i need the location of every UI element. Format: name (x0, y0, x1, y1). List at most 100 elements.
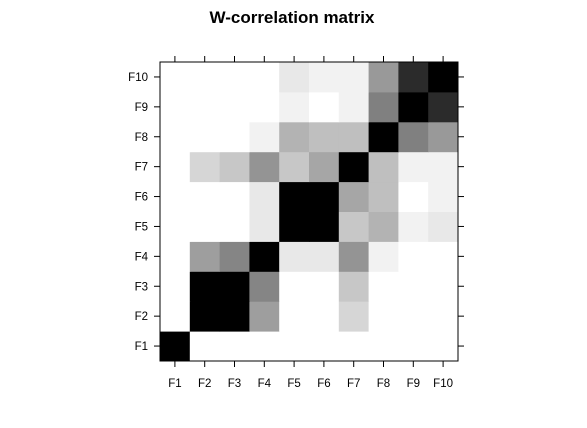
heatmap-cell-F6-F4 (249, 181, 280, 212)
heatmap-cell-F4-F2 (189, 241, 221, 272)
heatmap-cell-F6-F9 (398, 181, 429, 212)
heatmap-cell-F5-F4 (249, 211, 280, 242)
heatmap-cell-F8-F2 (189, 121, 221, 153)
heatmap-cell-F1-F10 (428, 331, 459, 362)
heatmap-cell-F6-F5 (279, 181, 310, 212)
heatmap-cell-F7-F7 (338, 151, 370, 183)
heatmap-cell-F8-F1 (160, 121, 191, 153)
y-tick-labels: F1 F2 F3 F4 F5 F6 F7 F8 F9 F10 (128, 72, 148, 353)
heatmap-cell-F8-F3 (219, 121, 250, 153)
heatmap-cell-F2-F8 (368, 301, 399, 332)
heatmap-cell-F7-F5 (279, 151, 310, 183)
y-tick-label: F6 (135, 192, 148, 204)
heatmap-cell-F10-F2 (189, 62, 221, 93)
heatmap-cell-F1-F2 (189, 331, 221, 362)
heatmap-cell-F3-F2 (189, 271, 221, 302)
heatmap-cell-F6-F1 (160, 181, 191, 212)
x-tick-label: F2 (198, 378, 211, 390)
y-tick-label: F9 (135, 102, 148, 114)
heatmap-cell-F9-F7 (338, 91, 370, 123)
axis-ticks (154, 56, 464, 367)
heatmap-cell-F3-F4 (249, 271, 280, 302)
heatmap-cell-F5-F7 (338, 211, 370, 242)
heatmap-cell-F10-F4 (249, 62, 280, 93)
heatmap-cell-F7-F9 (398, 151, 429, 183)
x-tick-label: F4 (258, 378, 272, 390)
heatmap-cell-F9-F10 (428, 91, 459, 123)
heatmap-cell-F8-F10 (428, 121, 459, 153)
chart-title: W-correlation matrix (210, 8, 376, 27)
heatmap-cell-F2-F1 (160, 301, 191, 332)
heatmap-cell-F8-F9 (398, 121, 429, 153)
heatmap-cell-F6-F10 (428, 181, 459, 212)
heatmap-cell-F3-F9 (398, 271, 429, 302)
heatmap-cell-F10-F3 (219, 62, 250, 93)
heatmap-cell-F5-F6 (309, 211, 340, 242)
heatmap-cell-F1-F6 (309, 331, 340, 362)
heatmap-cell-F3-F1 (160, 271, 191, 302)
heatmap-cell-F3-F5 (279, 271, 310, 302)
heatmap-cell-F4-F6 (309, 241, 340, 272)
heatmap-cell-F10-F8 (368, 62, 399, 93)
y-tick-label: F1 (135, 341, 148, 353)
heatmap-cell-F7-F10 (428, 151, 459, 183)
heatmap-cell-F1-F4 (249, 331, 280, 362)
heatmap-cell-F3-F3 (219, 271, 250, 302)
heatmap-cell-F5-F5 (279, 211, 310, 242)
heatmap-cell-F7-F8 (368, 151, 399, 183)
heatmap-cell-F3-F6 (309, 271, 340, 302)
heatmap-cell-F5-F9 (398, 211, 429, 242)
heatmap-cell-F2-F9 (398, 301, 429, 332)
heatmap-cell-F2-F4 (249, 301, 280, 332)
heatmap-cell-F7-F1 (160, 151, 191, 183)
heatmap-cell-F6-F3 (219, 181, 250, 212)
heatmap-cell-F6-F2 (189, 181, 221, 212)
heatmap-cell-F7-F4 (249, 151, 280, 183)
y-tick-label: F8 (135, 132, 148, 144)
x-tick-label: F7 (347, 378, 360, 390)
heatmap-cell-F1-F9 (398, 331, 429, 362)
heatmap-cell-F6-F6 (309, 181, 340, 212)
heatmap-cell-F4-F7 (338, 241, 370, 272)
x-tick-label: F6 (317, 378, 330, 390)
heatmap-cell-F10-F10 (428, 62, 459, 93)
heatmap-cell-F4-F3 (219, 241, 250, 272)
x-tick-label: F1 (168, 378, 181, 390)
x-tick-label: F9 (407, 378, 420, 390)
heatmap-cells (160, 62, 459, 362)
heatmap-cell-F5-F1 (160, 211, 191, 242)
heatmap-cell-F8-F7 (338, 121, 370, 153)
heatmap-cell-F6-F7 (338, 181, 370, 212)
heatmap-cell-F10-F1 (160, 62, 191, 93)
heatmap-cell-F2-F5 (279, 301, 310, 332)
heatmap-cell-F9-F6 (309, 91, 340, 123)
heatmap-cell-F8-F4 (249, 121, 280, 153)
heatmap-cell-F4-F4 (249, 241, 280, 272)
heatmap-cell-F4-F10 (428, 241, 459, 272)
heatmap-cell-F5-F10 (428, 211, 459, 242)
y-tick-label: F2 (135, 311, 148, 323)
heatmap-cell-F5-F3 (219, 211, 250, 242)
x-tick-label: F5 (287, 378, 300, 390)
heatmap-cell-F4-F9 (398, 241, 429, 272)
heatmap-cell-F9-F3 (219, 91, 250, 123)
heatmap-cell-F8-F5 (279, 121, 310, 153)
heatmap-cell-F10-F9 (398, 62, 429, 93)
y-tick-label: F3 (135, 281, 148, 293)
heatmap-cell-F8-F8 (368, 121, 399, 153)
heatmap-cell-F5-F2 (189, 211, 221, 242)
heatmap-cell-F2-F2 (189, 301, 221, 332)
heatmap-cell-F2-F7 (338, 301, 370, 332)
y-tick-label: F5 (135, 221, 148, 233)
heatmap-cell-F9-F2 (189, 91, 221, 123)
heatmap-cell-F9-F1 (160, 91, 191, 123)
heatmap-cell-F8-F6 (309, 121, 340, 153)
y-tick-label: F10 (128, 72, 148, 84)
y-tick-label: F4 (135, 251, 149, 263)
x-tick-label: F3 (228, 378, 241, 390)
heatmap-cell-F1-F1 (160, 331, 191, 362)
heatmap-cell-F3-F8 (368, 271, 399, 302)
heatmap-cell-F9-F5 (279, 91, 310, 123)
heatmap-cell-F9-F4 (249, 91, 280, 123)
